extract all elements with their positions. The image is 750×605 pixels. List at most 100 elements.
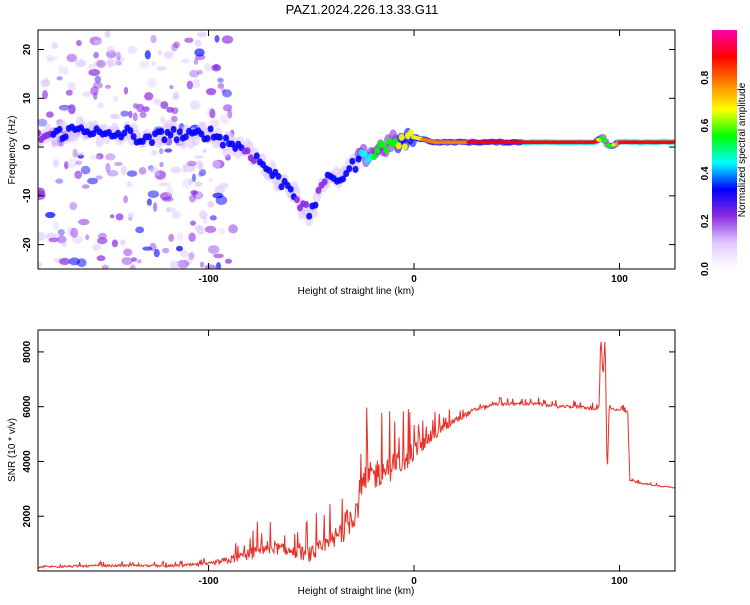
noise-blob bbox=[38, 262, 42, 268]
noise-blob bbox=[194, 48, 205, 57]
noise-blob bbox=[109, 113, 120, 120]
noise-blob bbox=[204, 225, 217, 233]
noise-blob bbox=[38, 232, 46, 241]
noise-blob bbox=[208, 245, 220, 254]
noise-blob bbox=[192, 173, 196, 182]
noise-blob bbox=[189, 194, 196, 203]
noise-blob bbox=[172, 91, 180, 100]
ridge-halo bbox=[95, 135, 104, 148]
noise-blob bbox=[190, 190, 199, 196]
noise-blob bbox=[132, 112, 138, 122]
noise-blob bbox=[67, 81, 77, 92]
noise-blob bbox=[40, 79, 50, 85]
noise-blob bbox=[142, 106, 150, 112]
noise-blob bbox=[173, 41, 180, 49]
noise-blob bbox=[160, 116, 166, 124]
colorbar-fill bbox=[712, 30, 737, 269]
noise-blob bbox=[115, 213, 124, 221]
noise-blob bbox=[153, 98, 162, 106]
noise-blob bbox=[139, 60, 150, 69]
noise-blob bbox=[93, 60, 104, 67]
noise-blob bbox=[197, 69, 203, 75]
noise-blob bbox=[46, 54, 53, 63]
ridge-core bbox=[121, 129, 128, 137]
heatmap-x-axis-title: Height of straight line (km) bbox=[298, 286, 415, 297]
ridge-core bbox=[352, 165, 359, 173]
noise-blob bbox=[165, 207, 171, 213]
noise-blob bbox=[38, 118, 48, 127]
colorbar-tick-label: 0.2 bbox=[700, 214, 711, 228]
noise-blob bbox=[139, 111, 147, 119]
colorbar-tick-label: 0.6 bbox=[700, 118, 711, 132]
noise-blob bbox=[189, 70, 200, 78]
noise-blob bbox=[151, 60, 156, 67]
noise-blob bbox=[209, 108, 216, 119]
noise-blob bbox=[87, 63, 96, 71]
noise-blob bbox=[162, 247, 170, 254]
colorbar-ticks: 0.0 0.2 0.4 0.6 0.8 bbox=[700, 70, 711, 276]
ridge-core bbox=[253, 152, 260, 160]
noise-blob bbox=[120, 165, 127, 176]
noise-blob bbox=[59, 257, 71, 266]
noise-blob bbox=[82, 91, 93, 97]
y-tick-label: 2000 bbox=[22, 505, 33, 528]
noise-blob bbox=[176, 232, 184, 242]
noise-blob bbox=[193, 58, 199, 65]
noise-blob bbox=[66, 53, 77, 63]
noise-blob bbox=[194, 181, 203, 187]
noise-blob bbox=[194, 39, 202, 47]
ridge-core bbox=[149, 139, 155, 147]
noise-blob bbox=[78, 218, 90, 226]
ridge-core bbox=[173, 136, 180, 144]
y-tick-label: 20 bbox=[22, 44, 33, 56]
noise-blob bbox=[128, 110, 133, 119]
noise-blob bbox=[56, 76, 63, 81]
noise-blob bbox=[160, 101, 169, 110]
noise-blob bbox=[42, 90, 48, 100]
noise-blob bbox=[63, 66, 68, 76]
noise-blob bbox=[155, 171, 160, 177]
noise-blob bbox=[48, 237, 59, 243]
line-x-ticks: -100 0 100 bbox=[199, 330, 628, 587]
heatmap-marks bbox=[38, 30, 675, 269]
noise-blob bbox=[189, 100, 201, 111]
ridge-core bbox=[198, 130, 205, 138]
ridge-core bbox=[293, 196, 300, 204]
noise-blob bbox=[212, 192, 224, 199]
noise-blob bbox=[40, 79, 51, 88]
noise-blob bbox=[65, 89, 73, 96]
noise-blob bbox=[170, 166, 182, 174]
noise-blob bbox=[159, 161, 164, 168]
noise-blob bbox=[138, 167, 147, 175]
ridge-core bbox=[343, 170, 350, 177]
x-tick-label: 100 bbox=[611, 274, 628, 285]
noise-blob bbox=[57, 235, 67, 244]
noise-blob bbox=[106, 170, 119, 177]
noise-blob bbox=[105, 162, 111, 173]
ridge-core bbox=[312, 201, 319, 209]
noise-blob bbox=[184, 258, 193, 266]
noise-blob bbox=[192, 78, 201, 89]
noise-blob bbox=[93, 39, 103, 45]
noise-blob bbox=[186, 80, 194, 90]
noise-blob bbox=[58, 64, 65, 75]
ridge-core bbox=[56, 125, 63, 133]
noise-blob bbox=[121, 257, 133, 265]
noise-blob bbox=[96, 59, 106, 68]
noise-blob bbox=[166, 185, 173, 196]
ridge-core bbox=[401, 143, 408, 151]
noise-blob bbox=[216, 262, 221, 269]
noise-blob bbox=[196, 31, 208, 38]
noise-blob bbox=[126, 181, 133, 188]
noise-blob bbox=[163, 51, 174, 59]
noise-blob bbox=[106, 50, 117, 59]
noise-blob bbox=[169, 85, 174, 90]
noise-blob bbox=[181, 58, 190, 64]
colorbar-tick-label: 0.0 bbox=[700, 262, 711, 276]
noise-blob bbox=[208, 177, 213, 183]
noise-blob bbox=[203, 217, 208, 224]
noise-blob bbox=[114, 161, 123, 166]
noise-blob bbox=[196, 160, 202, 170]
noise-blob bbox=[96, 237, 108, 245]
noise-blob bbox=[177, 259, 189, 269]
